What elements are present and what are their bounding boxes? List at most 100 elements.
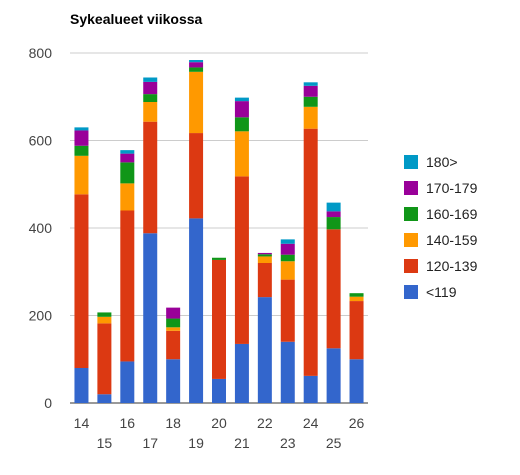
bar-segment — [189, 67, 204, 72]
x-tick-label: 23 — [280, 435, 296, 451]
x-tick-label: 18 — [165, 415, 181, 431]
bar-segment — [143, 102, 158, 122]
x-tick-label: 21 — [234, 435, 250, 451]
bar-segment — [143, 233, 158, 403]
bar-segment — [326, 229, 341, 349]
bar-segment — [234, 101, 249, 118]
bar-segment — [280, 239, 295, 244]
bar-segment — [303, 106, 318, 129]
bar-segment — [349, 296, 364, 302]
legend-swatch — [404, 181, 418, 195]
x-tick-label: 24 — [303, 415, 319, 431]
bar-segment — [120, 361, 135, 403]
legend-swatch — [404, 233, 418, 247]
x-tick-label: 16 — [120, 415, 136, 431]
bar-segment — [234, 343, 249, 403]
bar-segment — [212, 259, 226, 379]
bar-segment — [189, 218, 204, 403]
bar-segment — [303, 82, 318, 86]
bar-segment — [280, 279, 295, 342]
bar-segment — [189, 62, 204, 68]
bar-segment — [280, 341, 295, 403]
y-tick-label: 200 — [29, 308, 53, 324]
legend-label: 120-139 — [426, 258, 478, 274]
bar-segment — [257, 263, 272, 298]
bar-segment — [212, 378, 226, 403]
legend-label: 180> — [426, 154, 458, 170]
bars — [74, 60, 364, 403]
y-tick-label: 800 — [29, 45, 53, 61]
bar-segment — [74, 194, 89, 368]
bar-segment — [303, 85, 318, 97]
bar-segment — [234, 131, 249, 177]
bar-segment — [234, 117, 249, 132]
bar-segment — [349, 359, 364, 403]
bar-segment — [257, 256, 272, 263]
bar-segment — [143, 77, 158, 82]
bar-segment — [97, 394, 112, 403]
x-tick-label: 20 — [211, 415, 227, 431]
bar-segment — [212, 257, 226, 260]
bar-segment — [97, 323, 112, 395]
legend-label: 140-159 — [426, 232, 478, 248]
legend-label: 160-169 — [426, 206, 478, 222]
bar-segment — [280, 261, 295, 280]
bar-segment — [303, 128, 318, 376]
bar-segment — [97, 316, 112, 324]
legend-swatch — [404, 285, 418, 299]
bar-segment — [120, 153, 135, 163]
bar-segment — [280, 243, 295, 255]
legend-label: 170-179 — [426, 180, 478, 196]
bar-segment — [257, 252, 272, 255]
gridlines — [70, 52, 368, 404]
bar-segment — [74, 130, 89, 146]
bar-segment — [303, 96, 318, 107]
bar-segment — [326, 211, 341, 218]
bar-segment — [120, 183, 135, 211]
bar-segment — [74, 145, 89, 156]
bar-segment — [120, 150, 135, 154]
x-tick-label: 17 — [142, 435, 158, 451]
bar-segment — [326, 217, 341, 230]
y-tick-label: 600 — [29, 133, 53, 149]
x-tick-label: 19 — [188, 435, 204, 451]
chart-title: Sykealueet viikossa — [70, 11, 203, 27]
bar-segment — [166, 359, 181, 403]
bar-segment — [234, 176, 249, 344]
bar-segment — [74, 127, 89, 131]
bar-segment — [166, 318, 181, 328]
x-tick-label: 22 — [257, 415, 273, 431]
bar-segment — [97, 312, 112, 317]
bar-segment — [257, 297, 272, 403]
bar-segment — [189, 133, 204, 219]
bar-segment — [166, 307, 181, 319]
bar-segment — [143, 81, 158, 95]
bar-segment — [166, 327, 181, 331]
bar-segment — [234, 97, 249, 102]
legend-label: <119 — [426, 284, 457, 300]
bar-segment — [143, 94, 158, 102]
bar-segment — [166, 330, 181, 360]
y-tick-label: 0 — [44, 395, 52, 411]
x-tick-label: 25 — [326, 435, 342, 451]
legend: 180> 170-179 160-169 140-159 120-139 <119 — [404, 154, 478, 300]
legend-swatch — [404, 155, 418, 169]
bar-segment — [189, 60, 204, 63]
x-tick-label: 14 — [74, 415, 90, 431]
bar-segment — [349, 293, 364, 297]
bar-segment — [280, 254, 295, 262]
bar-segment — [74, 368, 89, 403]
y-tick-label: 400 — [29, 220, 53, 236]
bar-segment — [143, 121, 158, 234]
legend-swatch — [404, 207, 418, 221]
x-tick-label: 15 — [97, 435, 113, 451]
x-tick-label: 26 — [349, 415, 365, 431]
bar-segment — [257, 254, 272, 257]
y-axis-ticks: 0 200 400 600 800 — [29, 45, 53, 411]
bar-segment — [189, 71, 204, 134]
bar-segment — [326, 348, 341, 403]
bar-segment — [120, 210, 135, 362]
bar-segment — [74, 155, 89, 195]
bar-segment — [303, 375, 318, 403]
